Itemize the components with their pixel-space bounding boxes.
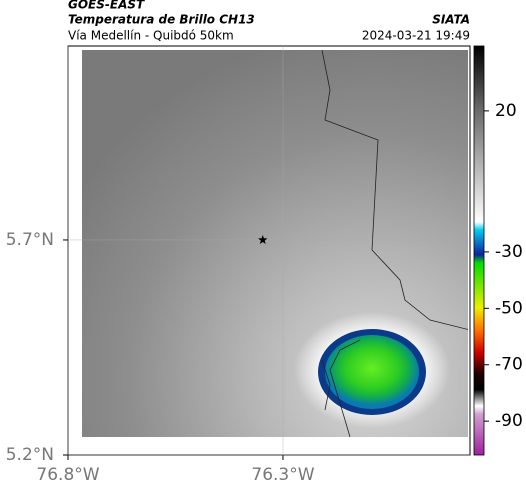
map-panel	[67, 45, 471, 456]
colorbar-tick-label: 20	[495, 101, 517, 121]
subtitle: Vía Medellín - Quibdó 50km	[68, 29, 234, 43]
colorbar-tick-label: -30	[495, 242, 523, 262]
colorbar-tick-label: -50	[495, 298, 523, 318]
y-tick-label: 5.2°N	[6, 445, 54, 465]
x-tick-label: 76.3°W	[251, 465, 314, 485]
source: GOES-EAST	[68, 0, 145, 12]
colorbar	[473, 45, 485, 456]
colorbar-tick-label: -90	[495, 411, 523, 431]
x-tick-label: 76.8°W	[36, 465, 99, 485]
brand: SIATA	[432, 13, 470, 27]
colorbar-tick-label: -70	[495, 355, 523, 375]
location-marker	[258, 235, 268, 244]
y-tick-label: 5.7°N	[6, 230, 54, 250]
title: Temperatura de Brillo CH13	[68, 13, 255, 27]
datetime: 2024-03-21 19:49	[362, 29, 470, 43]
satellite-image	[82, 50, 468, 437]
